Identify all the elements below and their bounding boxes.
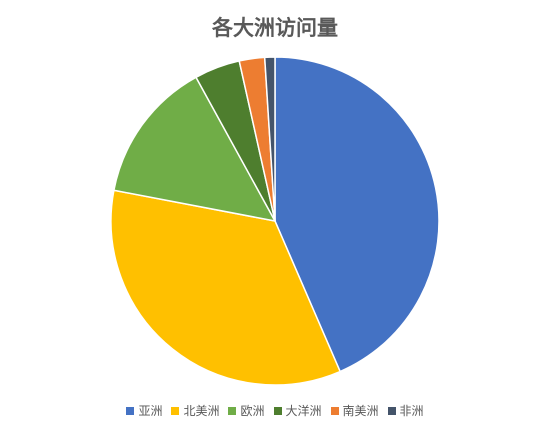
legend-label: 大洋洲 (285, 404, 322, 418)
legend-swatch (228, 406, 237, 415)
legend-item: 非洲 (387, 402, 424, 419)
pie-slice-3 (113, 76, 276, 222)
legend-label: 非洲 (399, 404, 424, 418)
legend-item: 南美洲 (330, 402, 379, 419)
legend-item: 欧洲 (228, 402, 265, 419)
pie-slice-2 (110, 189, 341, 386)
pie-slice-6 (263, 56, 276, 222)
legend-item: 大洋洲 (273, 402, 322, 419)
pie-slice-1 (274, 56, 440, 373)
legend-swatch (387, 406, 396, 415)
legend-swatch (273, 406, 282, 415)
legend-swatch (126, 406, 135, 415)
legend-label: 南美洲 (342, 404, 379, 418)
legend-label: 北美洲 (183, 404, 220, 418)
legend-swatch (171, 406, 180, 415)
legend-label: 亚洲 (138, 404, 163, 418)
legend-item: 北美洲 (171, 402, 219, 419)
chart-title: 各大洲访问量 (212, 16, 338, 40)
chart-legend: 亚洲 北美洲 欧洲 大洋洲 南美洲 非洲 (0, 402, 550, 419)
legend-label: 欧洲 (240, 404, 265, 418)
legend-swatch (330, 406, 339, 415)
legend-item: 亚洲 (126, 402, 162, 419)
